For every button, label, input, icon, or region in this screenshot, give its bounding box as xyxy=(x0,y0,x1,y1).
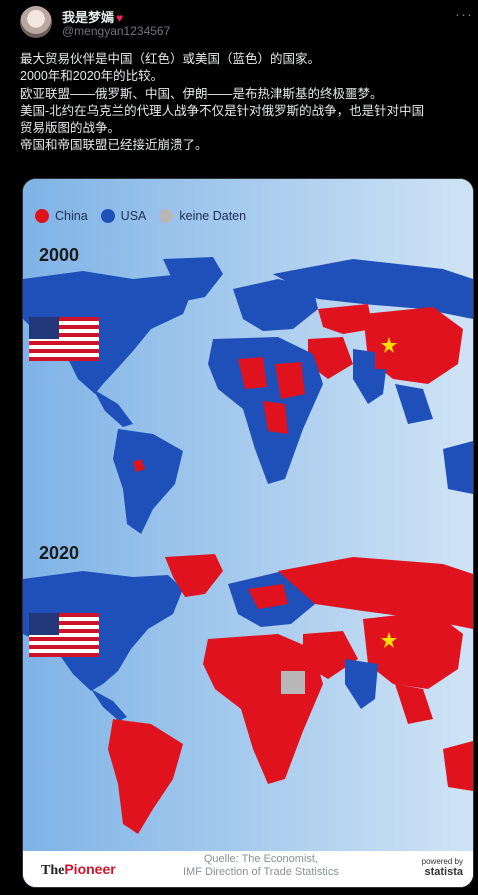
author-name[interactable]: 我是梦嫣 ♥ xyxy=(62,10,124,25)
tweet-line: 最大贸易伙伴是中国（红色）或美国（蓝色）的国家。 xyxy=(20,52,321,66)
tweet-line: 帝国和帝国联盟已经接近崩溃了。 xyxy=(20,138,208,153)
legend-usa: USA xyxy=(100,209,146,223)
year-label-2020: 2020 xyxy=(39,543,80,563)
tweet-line: 欧亚联盟——俄罗斯、中国、伊朗——是布热津斯基的终极噩梦。 xyxy=(20,86,383,101)
legend-dot-red xyxy=(35,209,49,223)
tweet-line: 2000年和2020年的比较。 xyxy=(20,69,164,84)
heart-icon: ♥ xyxy=(116,11,124,25)
year-label-2000: 2000 xyxy=(39,245,80,265)
tweet-text: 最大贸易伙伴是中国（红色）或美国（蓝色）的国家。 2000年和2020年的比较。… xyxy=(20,51,466,155)
author-handle[interactable]: @mengyan1234567 xyxy=(62,24,171,38)
more-options-icon[interactable]: ··· xyxy=(455,6,473,23)
media-image[interactable]: China USA keine Daten 2000 2020 ThePione… xyxy=(22,178,474,888)
legend-dot-grey xyxy=(159,209,174,223)
statista-logo: powered by statista xyxy=(421,857,463,878)
legend-no-data: keine Daten xyxy=(159,209,246,223)
world-maps-graphic xyxy=(23,179,473,887)
pioneer-logo: ThePioneer xyxy=(41,861,116,878)
map-legend: China USA keine Daten xyxy=(35,209,246,223)
tweet-line: 贸易版图的战争。 xyxy=(20,121,121,136)
card-footer: ThePioneer Quelle: The Economist, IMF Di… xyxy=(23,851,473,887)
tweet-header: 我是梦嫣 ♥ @mengyan1234567 ··· xyxy=(0,0,478,48)
map-2020 xyxy=(23,554,473,834)
legend-china: China xyxy=(35,209,88,223)
map-2000 xyxy=(23,257,473,534)
legend-dot-blue xyxy=(100,209,115,223)
source-credit: Quelle: The Economist, IMF Direction of … xyxy=(183,853,339,878)
avatar[interactable] xyxy=(20,6,52,38)
tweet-line: 美国-北约在乌克兰的代理人战争不仅是针对俄罗斯的战争，也是针对中国 xyxy=(20,103,425,118)
